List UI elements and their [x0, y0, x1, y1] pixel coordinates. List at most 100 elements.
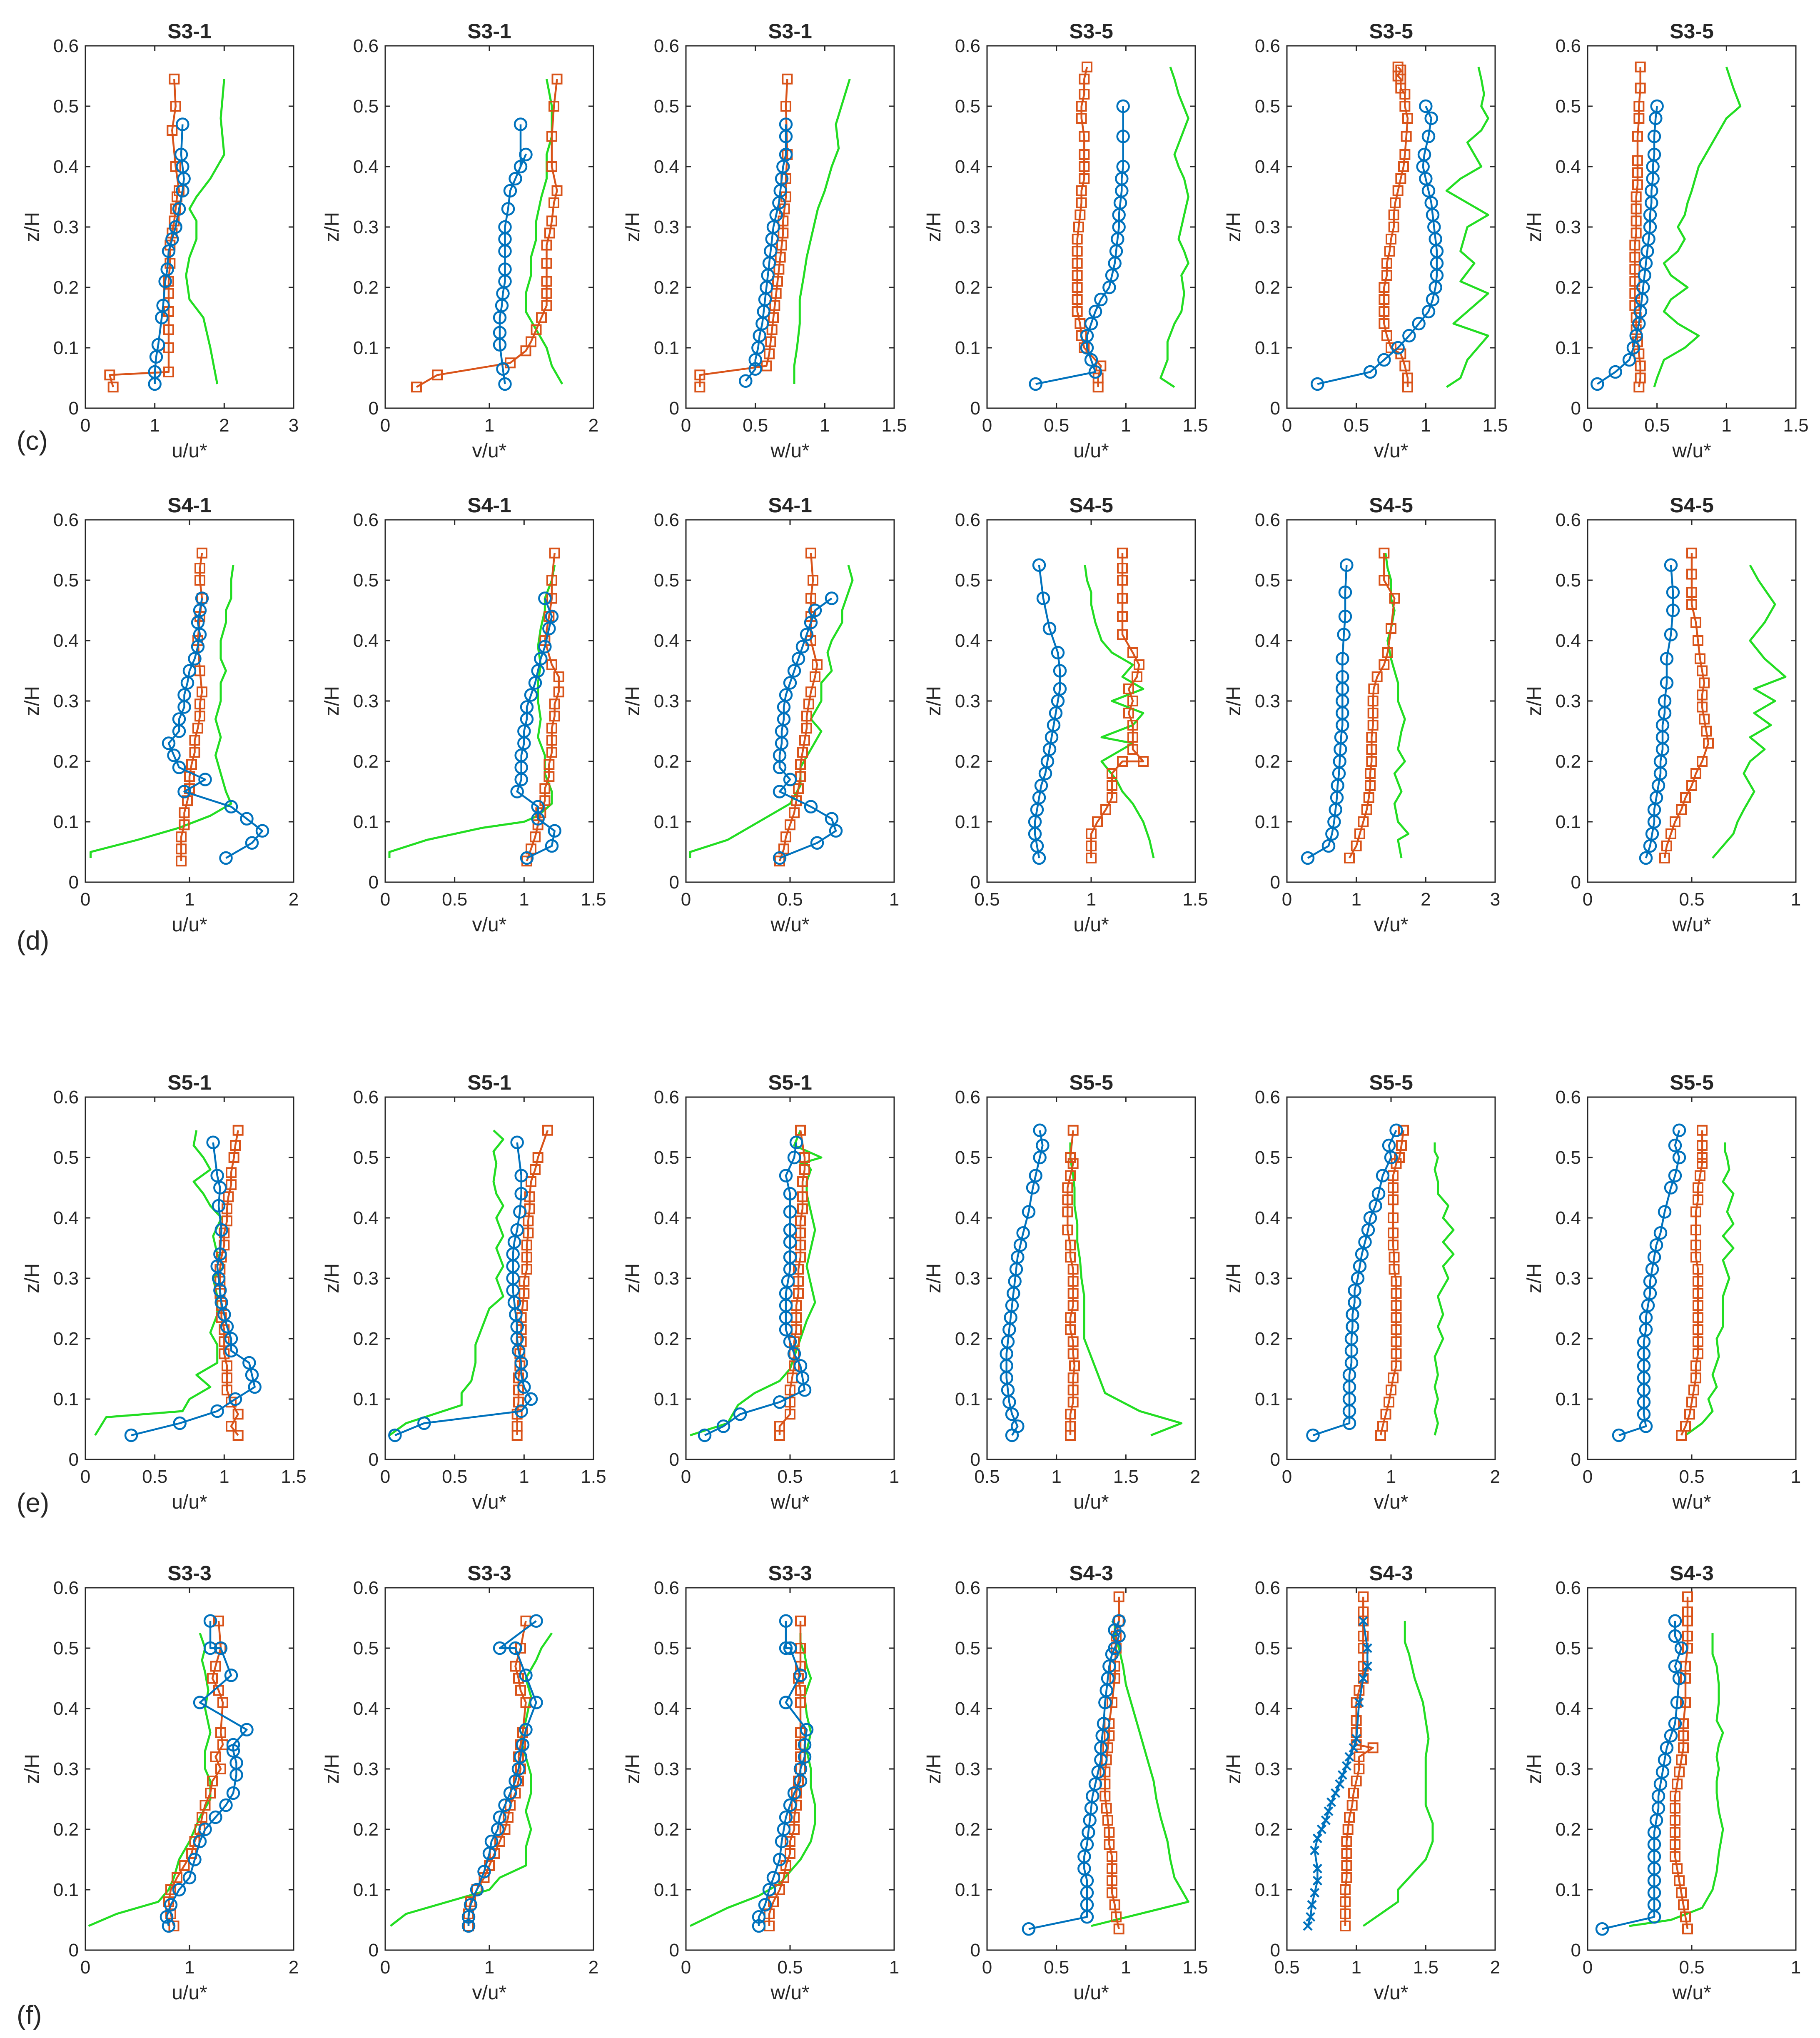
data-point — [1311, 377, 1324, 391]
data-point — [800, 1723, 814, 1736]
data-point — [514, 1750, 528, 1764]
data-point — [1067, 1264, 1079, 1275]
data-point — [1430, 244, 1444, 258]
data-point — [219, 1798, 233, 1812]
y-tick-label: 0.5 — [353, 96, 379, 117]
data-point — [795, 1371, 810, 1385]
y-tick-label: 0.5 — [1556, 570, 1581, 591]
data-point — [511, 1421, 523, 1432]
data-point — [1342, 1368, 1356, 1382]
data-point — [783, 1335, 797, 1349]
data-point — [551, 185, 563, 196]
x-tick-label: 1 — [219, 1467, 229, 1487]
data-point — [193, 1834, 207, 1848]
series-line-green — [389, 1129, 504, 1437]
data-point — [1366, 732, 1377, 743]
series-line-green — [1084, 565, 1155, 858]
series-orange — [1659, 547, 1714, 863]
data-point — [801, 723, 812, 734]
data-point — [521, 1264, 532, 1275]
data-point — [1132, 671, 1142, 682]
y-tick-label: 0.6 — [1255, 1578, 1280, 1598]
x-tick-label: 1 — [889, 1957, 899, 1978]
data-point — [1664, 1729, 1678, 1743]
data-point — [1107, 780, 1117, 791]
y-tick-label: 0.6 — [353, 1578, 379, 1598]
data-point — [1402, 372, 1413, 384]
data-point — [1649, 1238, 1663, 1252]
data-point — [1326, 1797, 1336, 1807]
data-point — [514, 1187, 528, 1201]
plot-area — [85, 1587, 294, 1951]
y-tick-label: 0 — [1571, 398, 1581, 419]
data-point — [1637, 1383, 1651, 1397]
data-point — [224, 800, 238, 813]
data-point — [1659, 853, 1670, 863]
x-tick-label: 1 — [1386, 1467, 1396, 1487]
data-point — [761, 268, 775, 282]
data-point — [172, 202, 186, 216]
y-tick-label: 0.4 — [53, 1208, 79, 1228]
data-point — [1670, 1803, 1680, 1814]
data-point — [758, 1898, 772, 1912]
series-green — [1159, 66, 1189, 388]
data-point — [1367, 720, 1379, 731]
data-point — [1100, 804, 1111, 815]
data-point — [1051, 646, 1065, 660]
data-point — [1391, 1276, 1402, 1287]
data-point — [1036, 1138, 1050, 1152]
data-point — [1115, 172, 1129, 186]
data-point — [506, 1259, 520, 1273]
series-orange — [1099, 1591, 1124, 1935]
chart-title: S3-5 — [1670, 20, 1714, 43]
data-point — [219, 851, 233, 865]
series-line-green — [1434, 1142, 1455, 1436]
data-point — [182, 1871, 197, 1885]
data-point — [226, 1397, 237, 1408]
y-tick-label: 0 — [1571, 872, 1581, 893]
chart-title: S4-3 — [1369, 1562, 1413, 1585]
data-point — [496, 287, 510, 300]
y-axis-label: z/H — [622, 1754, 644, 1784]
data-point — [1380, 1409, 1391, 1420]
data-point — [1088, 365, 1102, 379]
data-point — [1301, 851, 1315, 865]
x-tick-label: 0 — [380, 1467, 390, 1487]
data-point — [1340, 1896, 1351, 1907]
data-point — [1112, 220, 1126, 234]
data-point — [783, 1187, 797, 1201]
data-point — [1635, 82, 1646, 94]
x-tick-label: 1.5 — [581, 889, 606, 910]
y-tick-label: 0.5 — [1255, 570, 1280, 591]
data-point — [804, 616, 818, 629]
data-point — [1107, 1887, 1117, 1898]
data-point — [519, 1669, 533, 1682]
data-point — [1016, 1226, 1030, 1240]
y-axis-label: z/H — [21, 1754, 43, 1784]
data-point — [785, 819, 795, 831]
data-point — [1127, 744, 1138, 755]
data-point — [1402, 329, 1416, 343]
y-tick-label: 0.2 — [955, 277, 980, 298]
series-line-green — [1445, 67, 1489, 388]
data-point — [170, 101, 181, 112]
data-point — [1693, 1300, 1703, 1311]
y-tick-label: 0.6 — [1556, 510, 1581, 530]
data-point — [524, 688, 538, 702]
data-point — [1377, 1421, 1388, 1432]
data-point — [1065, 1421, 1076, 1432]
data-point — [1363, 365, 1377, 379]
data-point — [777, 700, 791, 714]
data-point — [148, 365, 162, 379]
data-point — [1351, 1776, 1362, 1786]
data-point — [1622, 353, 1636, 367]
data-point — [1680, 1673, 1691, 1684]
x-tick-label: 2 — [588, 1957, 598, 1978]
data-point — [1399, 360, 1411, 372]
y-tick-label: 0 — [1270, 1449, 1280, 1470]
plot-area — [1587, 45, 1797, 409]
data-point — [1367, 708, 1379, 718]
data-point — [510, 1332, 524, 1346]
data-point — [1421, 184, 1436, 198]
data-point — [1067, 1384, 1079, 1396]
